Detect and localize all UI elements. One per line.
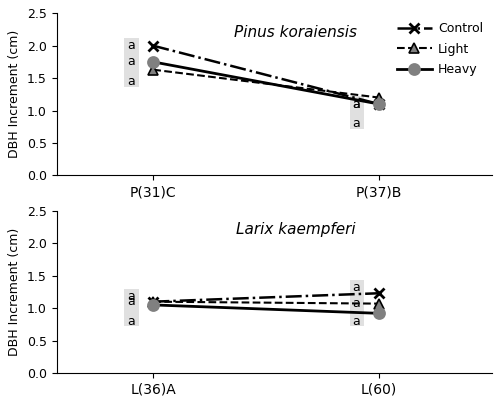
Light: [150, 67, 156, 72]
Light: [150, 299, 156, 304]
Text: a: a: [352, 117, 360, 130]
Bar: [124, 289, 139, 326]
Text: Larix kaempferi: Larix kaempferi: [236, 222, 356, 237]
Light: [376, 95, 382, 100]
Text: a: a: [352, 98, 360, 111]
Text: a: a: [352, 281, 360, 294]
Text: a: a: [127, 290, 134, 303]
Text: Pinus koraiensis: Pinus koraiensis: [234, 25, 358, 40]
Line: Control: Control: [148, 41, 384, 109]
Y-axis label: DBH Increment (cm): DBH Increment (cm): [8, 228, 22, 356]
Control: [150, 299, 156, 304]
Light: [376, 301, 382, 306]
Text: a: a: [127, 315, 134, 328]
Heavy: [150, 60, 156, 64]
Heavy: [376, 102, 382, 107]
Text: a: a: [352, 297, 360, 310]
Text: a: a: [127, 295, 134, 308]
Control: [376, 102, 382, 107]
Bar: [350, 96, 364, 129]
Text: a: a: [127, 55, 134, 68]
Heavy: [150, 303, 156, 307]
Legend: Control, Light, Heavy: Control, Light, Heavy: [394, 19, 486, 79]
Text: a: a: [352, 315, 360, 328]
Line: Light: Light: [148, 297, 384, 309]
Control: [376, 291, 382, 296]
Bar: [124, 38, 139, 87]
Line: Light: Light: [148, 65, 384, 102]
Y-axis label: DBH Increment (cm): DBH Increment (cm): [8, 30, 22, 158]
Heavy: [376, 311, 382, 316]
Line: Heavy: Heavy: [148, 56, 384, 110]
Text: a: a: [127, 75, 134, 88]
Line: Heavy: Heavy: [148, 299, 384, 319]
Text: a: a: [352, 98, 360, 111]
Bar: [350, 279, 364, 326]
Control: [150, 43, 156, 48]
Text: a: a: [127, 39, 134, 52]
Line: Control: Control: [148, 288, 384, 307]
